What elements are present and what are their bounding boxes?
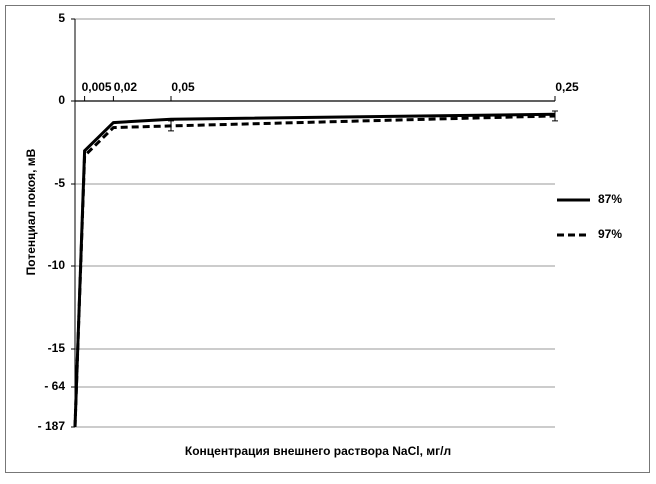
series-line [73, 112, 556, 428]
y-tick-label: -5 [54, 176, 65, 190]
y-tick-label: - 187 [38, 419, 66, 433]
legend-label: 97% [598, 227, 622, 241]
error-bar [168, 120, 174, 132]
x-tick-label: 0,02 [114, 80, 138, 94]
x-tick-label: 0,005 [82, 80, 112, 94]
frame [5, 5, 650, 473]
x-axis-title: Концентрация внешнего раствора NaCl, мг/… [185, 444, 451, 458]
y-tick-label: -15 [48, 341, 66, 355]
y-tick-label: 0 [58, 93, 65, 107]
series-line [73, 114, 556, 428]
legend-label: 87% [598, 192, 622, 206]
x-tick-label: 0,25 [555, 80, 579, 94]
y-tick-label: - 64 [44, 379, 65, 393]
error-bar [552, 110, 558, 122]
y-tick-label: -10 [48, 258, 66, 272]
y-tick-label: 5 [58, 11, 65, 25]
y-axis-title: Потенциал покоя, мВ [24, 148, 38, 275]
x-tick-label: 0,05 [171, 80, 195, 94]
